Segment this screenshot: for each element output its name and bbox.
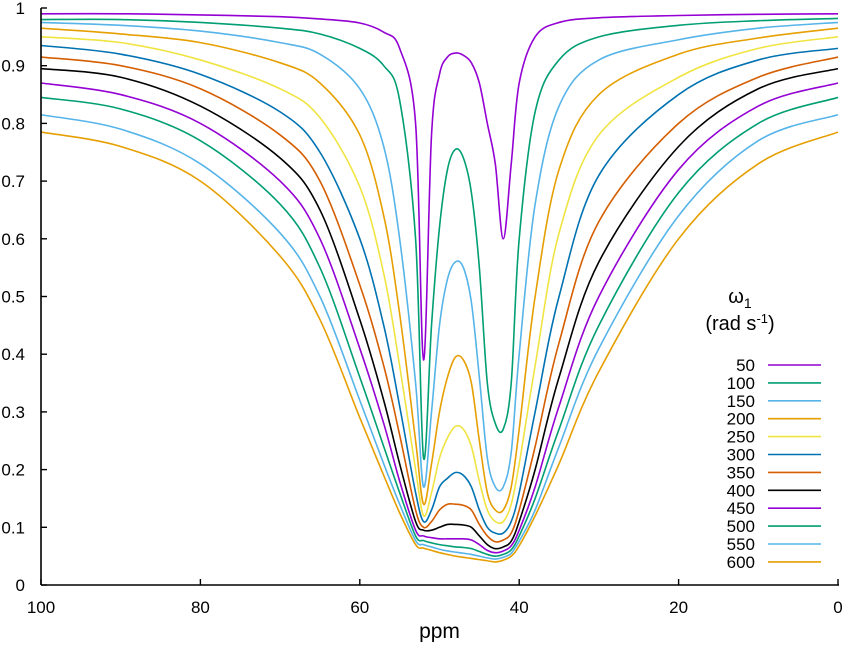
legend-label-450: 450	[727, 499, 755, 518]
legend-label-350: 350	[727, 463, 755, 482]
legend-label-50: 50	[736, 356, 755, 375]
x-tick-label: 80	[191, 598, 210, 617]
legend-label-400: 400	[727, 481, 755, 500]
legend-unit-superscript: -1	[756, 311, 768, 326]
legend-unit-suffix: )	[768, 313, 775, 335]
series-line-500	[40, 96, 839, 557]
y-tick-label: 0.4	[1, 345, 25, 364]
legend: ω1 (rad s-1) 501001502002503003504004505…	[705, 286, 821, 572]
legend-label-200: 200	[727, 410, 755, 429]
y-tick-label: 0.3	[1, 403, 25, 422]
legend-label-150: 150	[727, 392, 755, 411]
x-tick-label: 100	[27, 598, 55, 617]
legend-unit-prefix: (rad s	[705, 313, 756, 335]
legend-label-550: 550	[727, 535, 755, 554]
series-line-400	[40, 67, 839, 550]
legend-label-600: 600	[727, 553, 755, 572]
y-tick-label: 0.1	[1, 518, 25, 537]
series-line-300	[40, 44, 839, 535]
y-tick-label: 0.6	[1, 230, 25, 249]
legend-label-250: 250	[727, 428, 755, 447]
y-tick-label: 0	[16, 576, 25, 595]
series-line-450	[40, 82, 839, 554]
series-line-150	[40, 21, 839, 492]
y-tick-label: 0.5	[1, 288, 25, 307]
series-lines	[40, 12, 839, 563]
y-tick-label: 0.2	[1, 461, 25, 480]
x-tick-label: 20	[669, 598, 688, 617]
x-tick-label: 0	[833, 598, 842, 617]
x-tick-label: 40	[510, 598, 529, 617]
legend-label-100: 100	[727, 374, 755, 393]
series-line-200	[40, 27, 839, 514]
series-line-100	[40, 17, 839, 461]
series-line-50	[40, 12, 839, 361]
legend-title-omega: ω1	[728, 286, 752, 311]
series-line-550	[40, 113, 839, 560]
y-tick-label: 0.7	[1, 172, 25, 191]
series-line-250	[40, 36, 839, 525]
x-tick-label: 60	[350, 598, 369, 617]
y-tick-label: 1	[16, 0, 25, 18]
series-line-350	[40, 56, 839, 543]
legend-title-symbol: ω	[728, 286, 744, 308]
series-line-600	[40, 131, 839, 563]
tick-group: 0 0.1 0.2 0.3 0.4 0.5 0.6 0.7 0.8 0.9 1 100 80 60 40 20…	[1, 0, 842, 617]
legend-title-subscript: 1	[744, 295, 752, 311]
legend-label-500: 500	[727, 517, 755, 536]
y-tick-label: 0.9	[1, 57, 25, 76]
legend-title-unit: (rad s-1)	[705, 311, 774, 335]
legend-label-300: 300	[727, 446, 755, 465]
y-tick-label: 0.8	[1, 114, 25, 133]
x-axis-title: ppm	[419, 620, 460, 642]
